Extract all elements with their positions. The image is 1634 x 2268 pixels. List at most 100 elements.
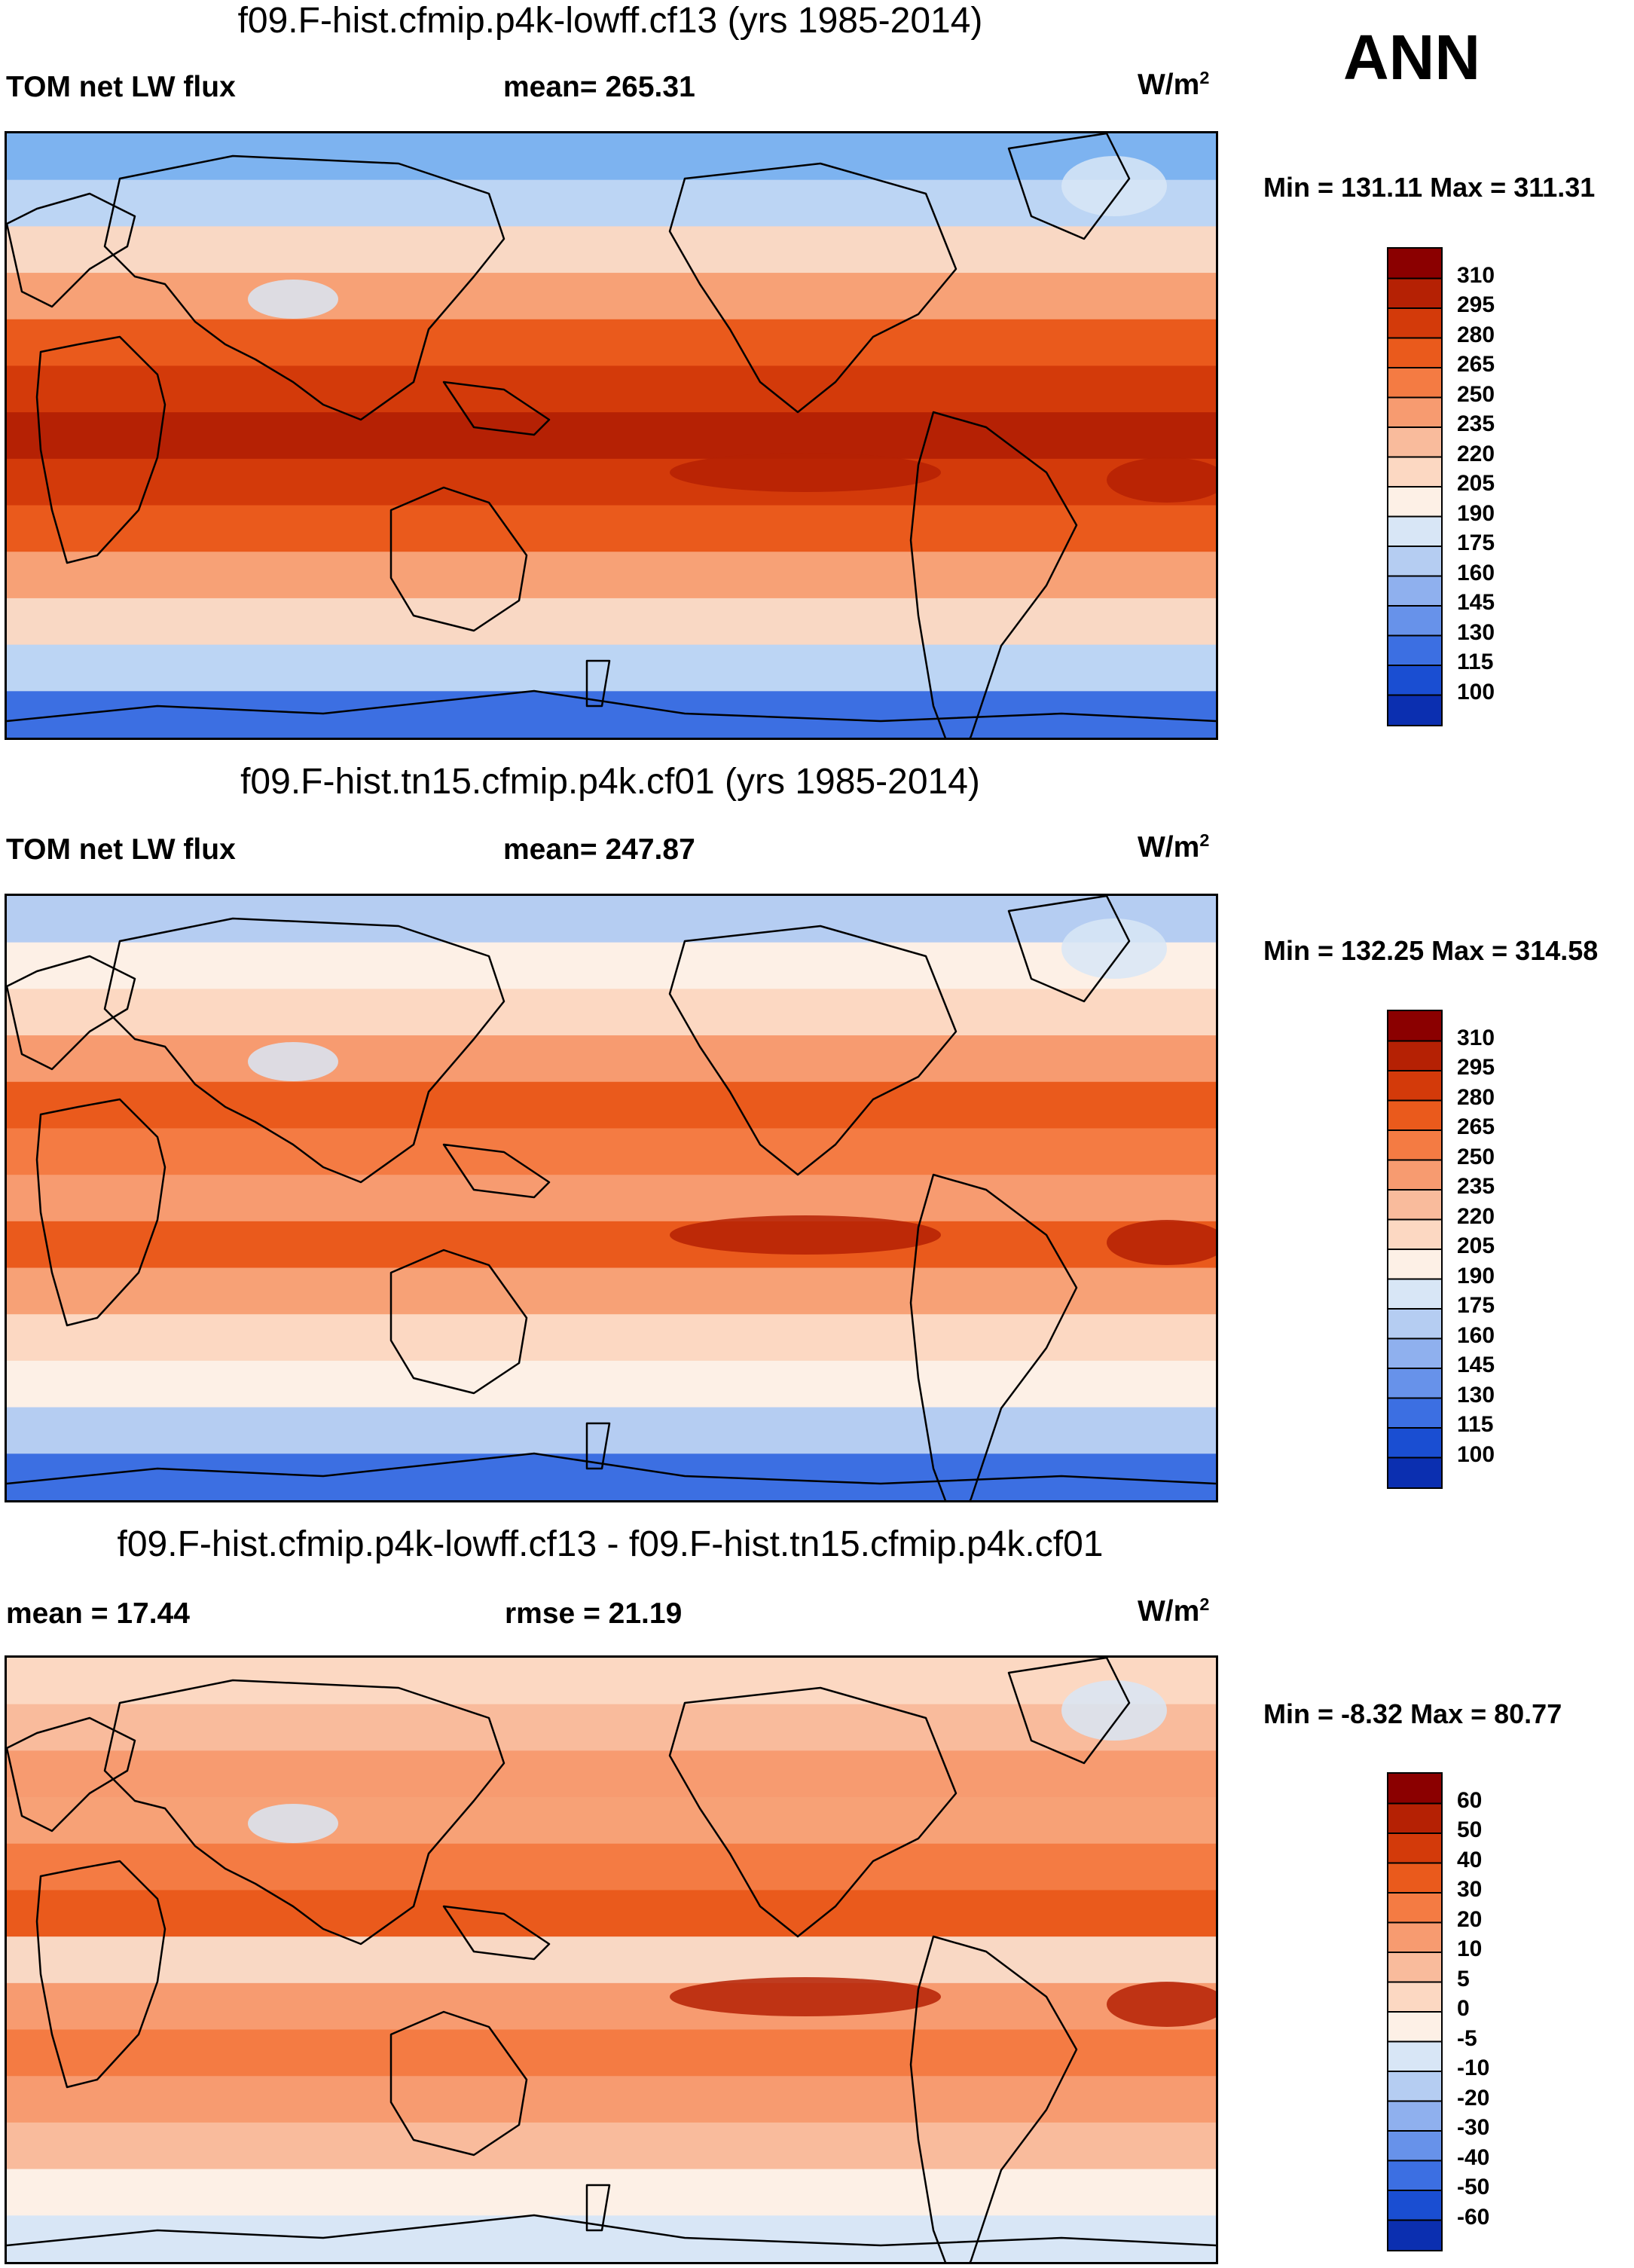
map-contour-region [1061, 919, 1167, 979]
colorbar-swatch [1388, 368, 1441, 398]
coastline [668, 1686, 957, 1938]
colorbar-tick-label: 220 [1457, 1203, 1495, 1229]
coastline [1007, 896, 1131, 1003]
colorbar-swatch [1388, 457, 1441, 488]
map-latitude-band [7, 1314, 1216, 1362]
map-latitude-band [7, 1407, 1216, 1455]
coastline [585, 2184, 611, 2232]
colorbar-swatch [1388, 1922, 1441, 1953]
colorbar-tick-label: -50 [1457, 2175, 1490, 2199]
colorbar-tick-label: 205 [1457, 471, 1495, 496]
map-latitude-band [7, 1128, 1216, 1176]
map-latitude-band [7, 458, 1216, 506]
map-contour-region [670, 453, 941, 492]
colorbar-swatch [1388, 1160, 1441, 1191]
panel-2-variable-label: TOM net LW flux [6, 833, 236, 866]
colorbar-tick-label: -30 [1457, 2115, 1490, 2140]
colorbar-swatch [1388, 1833, 1441, 1863]
colorbar-tick-label: 100 [1457, 679, 1495, 705]
colorbar-tick-label: -60 [1457, 2204, 1490, 2230]
colorbar-tick-label: 265 [1457, 352, 1495, 377]
map-contour-region [1107, 1220, 1216, 1265]
coastline [7, 1452, 1216, 1485]
colorbar-tick-label: 280 [1457, 322, 1495, 347]
map-contour-region [248, 1804, 338, 1843]
map-latitude-band [7, 1175, 1216, 1222]
colorbar-tick-label: 115 [1457, 650, 1494, 674]
coastline [103, 917, 505, 1184]
colorbar-tick-label: 100 [1457, 1441, 1495, 1467]
colorbar-swatch [1388, 546, 1441, 576]
colorbar-tick-label: 60 [1457, 1787, 1483, 1813]
panel-3-colorbar [1387, 1772, 1443, 2251]
colorbar-swatch [1388, 1130, 1441, 1160]
map-latitude-band [7, 1453, 1216, 1500]
map-latitude-band [7, 319, 1216, 367]
map-latitude-band [7, 2076, 1216, 2123]
map-contour-region [1061, 156, 1167, 216]
panel-1-colorbar [1387, 247, 1443, 726]
coastline [389, 2010, 528, 2156]
panel-1-minmax: Min = 131.11 Max = 311.31 [1263, 172, 1596, 203]
colorbar-swatch [1388, 1368, 1441, 1398]
map-latitude-band [7, 133, 1216, 181]
coastline [585, 659, 611, 708]
panel-2-units: W/m2 [1138, 830, 1210, 863]
map-latitude-band [7, 2169, 1216, 2217]
coastline [103, 154, 505, 421]
colorbar-swatch [1388, 1041, 1441, 1071]
map-contour-region [248, 1042, 338, 1081]
colorbar-tick-label: 265 [1457, 1114, 1495, 1139]
colorbar-swatch [1388, 338, 1441, 368]
map-latitude-band [7, 273, 1216, 320]
coastline [7, 2214, 1216, 2247]
map-latitude-band [7, 1982, 1216, 2031]
coastline [7, 192, 136, 308]
colorbar-tick-label: 310 [1457, 262, 1495, 288]
map-latitude-band [7, 412, 1216, 460]
colorbar-tick-label: 280 [1457, 1084, 1495, 1110]
coastline [389, 486, 528, 632]
map-latitude-band [7, 179, 1216, 228]
colorbar-tick-label: -10 [1457, 2056, 1490, 2080]
map-latitude-band [7, 691, 1216, 738]
colorbar-tick-label: 160 [1457, 1322, 1495, 1348]
coastline [35, 335, 166, 564]
panel-3-map [5, 1655, 1218, 2264]
colorbar-swatch [1388, 665, 1441, 695]
colorbar-tick-label: -5 [1457, 2025, 1477, 2051]
colorbar-swatch [1388, 516, 1441, 547]
panel-1-units: W/m2 [1138, 68, 1210, 101]
colorbar-swatch [1388, 1893, 1441, 1923]
colorbar-swatch [1388, 1863, 1441, 1894]
colorbar-swatch [1388, 1100, 1441, 1131]
map-latitude-band [7, 1081, 1216, 1129]
colorbar-tick-label: 50 [1457, 1817, 1483, 1842]
panel-3-units: W/m2 [1138, 1594, 1210, 1628]
colorbar-tick-label: 145 [1457, 590, 1495, 615]
map-contour-region [670, 1215, 941, 1255]
colorbar-tick-label: 115 [1457, 1412, 1494, 1437]
colorbar-swatch [1388, 2220, 1441, 2250]
colorbar-swatch [1388, 606, 1441, 636]
colorbar-tick-label: 250 [1457, 1144, 1495, 1169]
coastline [442, 1143, 551, 1199]
panel-3-title: f09.F-hist.cfmip.p4k-lowff.cf13 - f09.F-… [117, 1524, 1104, 1564]
colorbar-swatch [1388, 1011, 1441, 1041]
map-latitude-band [7, 1360, 1216, 1408]
map-latitude-band [7, 1843, 1216, 1891]
colorbar-swatch [1388, 487, 1441, 517]
colorbar-swatch [1388, 1952, 1441, 1982]
coastline [668, 925, 957, 1176]
map-latitude-band [7, 644, 1216, 692]
coastline [442, 1905, 551, 1961]
colorbar-swatch [1388, 1219, 1441, 1250]
colorbar-swatch [1388, 1279, 1441, 1310]
panel-3-rmse-label: rmse = 21.19 [505, 1597, 683, 1630]
map-latitude-band [7, 2029, 1216, 2077]
panel-1-mean-label: mean= 265.31 [503, 71, 695, 103]
colorbar-swatch [1388, 1428, 1441, 1458]
colorbar-swatch [1388, 1398, 1441, 1429]
colorbar-tick-label: 175 [1457, 530, 1495, 555]
coastline [1007, 1658, 1131, 1765]
